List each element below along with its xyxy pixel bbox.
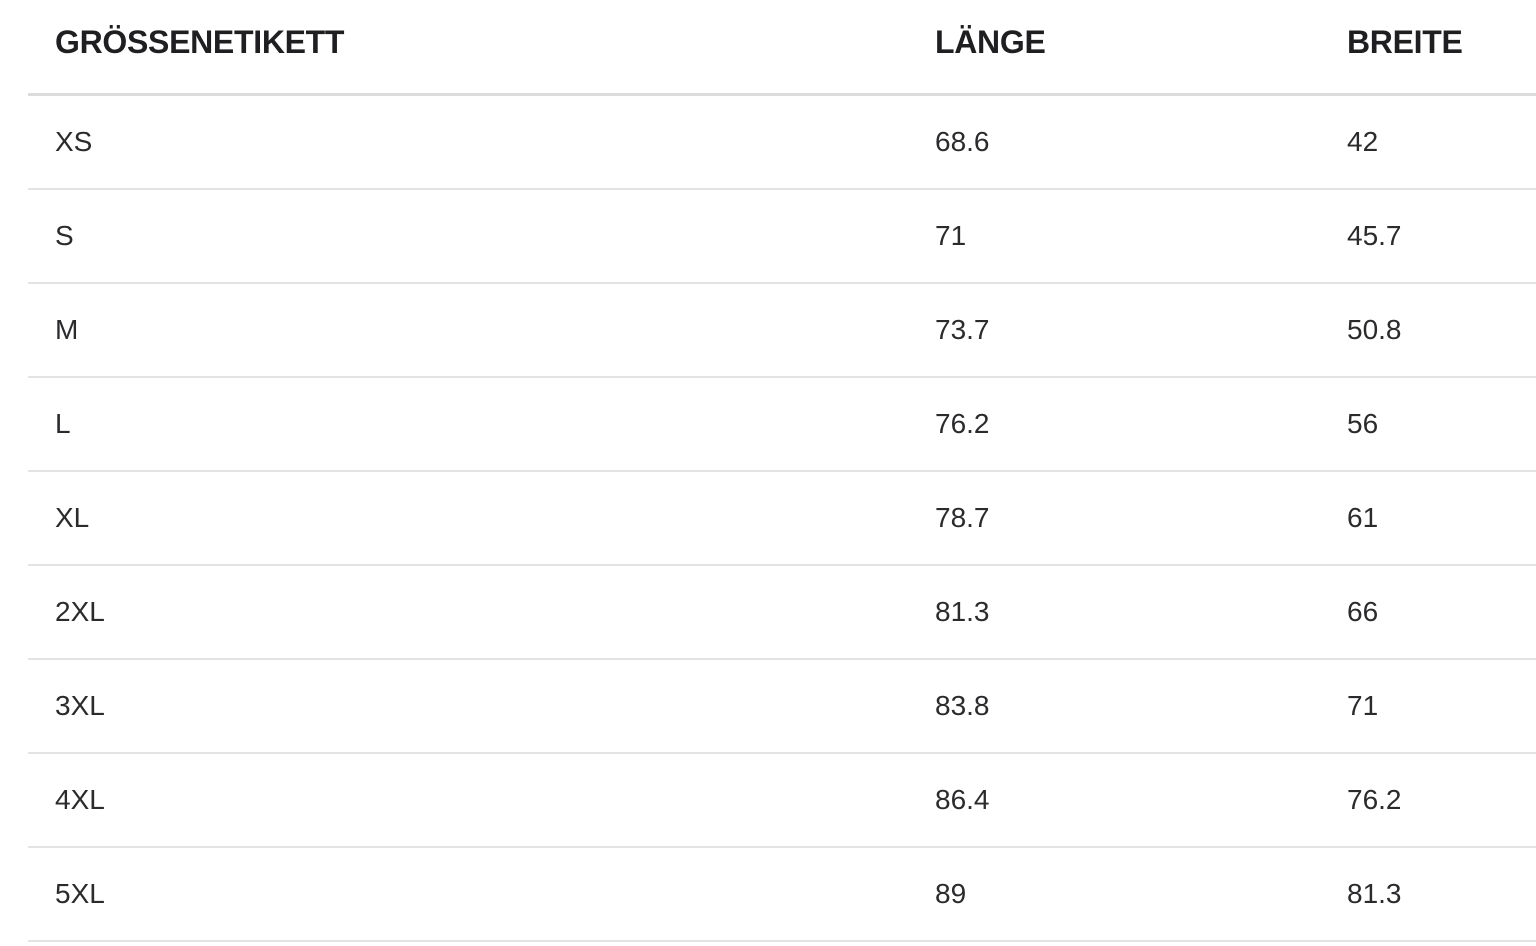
header-row: GRÖSSENETIKETT LÄNGE BREITE xyxy=(28,0,1536,96)
width-cell: 71 xyxy=(1320,659,1536,754)
width-cell: 66 xyxy=(1320,565,1536,660)
size-chart: GRÖSSENETIKETT LÄNGE BREITE XS 68.6 42 S… xyxy=(28,0,1536,942)
width-cell: 45.7 xyxy=(1320,189,1536,284)
width-cell: 50.8 xyxy=(1320,283,1536,378)
length-cell: 68.6 xyxy=(908,94,1320,190)
size-cell: L xyxy=(28,377,908,472)
width-cell: 61 xyxy=(1320,471,1536,566)
table-row: 5XL 89 81.3 xyxy=(28,847,1536,942)
length-cell: 76.2 xyxy=(908,377,1320,472)
column-header-width: BREITE xyxy=(1320,0,1536,96)
table-row: XS 68.6 42 xyxy=(28,94,1536,190)
width-cell: 81.3 xyxy=(1320,847,1536,942)
length-cell: 78.7 xyxy=(908,471,1320,566)
table-row: L 76.2 56 xyxy=(28,377,1536,472)
length-cell: 89 xyxy=(908,847,1320,942)
width-cell: 76.2 xyxy=(1320,753,1536,848)
size-cell: XL xyxy=(28,471,908,566)
size-cell: 5XL xyxy=(28,847,908,942)
length-cell: 81.3 xyxy=(908,565,1320,660)
table-row: M 73.7 50.8 xyxy=(28,283,1536,378)
width-cell: 42 xyxy=(1320,94,1536,190)
size-cell: S xyxy=(28,189,908,284)
length-cell: 71 xyxy=(908,189,1320,284)
length-cell: 73.7 xyxy=(908,283,1320,378)
table-row: 3XL 83.8 71 xyxy=(28,659,1536,754)
table-row: 2XL 81.3 66 xyxy=(28,565,1536,660)
column-header-length: LÄNGE xyxy=(908,0,1320,96)
size-cell: M xyxy=(28,283,908,378)
table-row: XL 78.7 61 xyxy=(28,471,1536,566)
size-cell: 3XL xyxy=(28,659,908,754)
table-row: S 71 45.7 xyxy=(28,189,1536,284)
size-cell: 2XL xyxy=(28,565,908,660)
column-header-size-label: GRÖSSENETIKETT xyxy=(28,0,908,96)
table-row: 4XL 86.4 76.2 xyxy=(28,753,1536,848)
length-cell: 83.8 xyxy=(908,659,1320,754)
size-cell: 4XL xyxy=(28,753,908,848)
length-cell: 86.4 xyxy=(908,753,1320,848)
width-cell: 56 xyxy=(1320,377,1536,472)
size-cell: XS xyxy=(28,94,908,190)
size-chart-table: GRÖSSENETIKETT LÄNGE BREITE XS 68.6 42 S… xyxy=(28,0,1536,942)
